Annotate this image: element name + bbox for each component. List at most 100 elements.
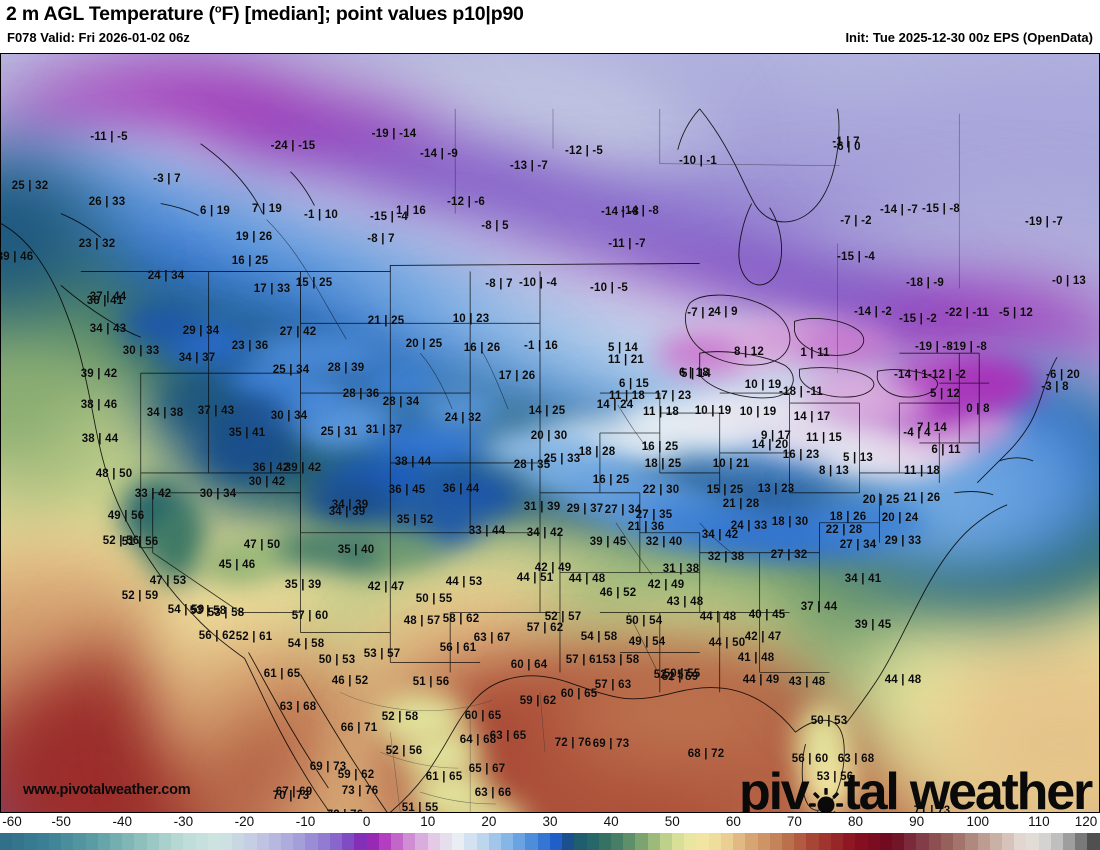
point-value-label: 18 | 25 (644, 458, 682, 470)
point-value-label: 36 | 45 (388, 484, 426, 496)
colorbar-segment (904, 833, 917, 850)
colorbar-segment (452, 833, 465, 850)
point-value-label: 50 | 53 (810, 715, 848, 727)
map-header: 2 m AGL Temperature (oF) [median]; point… (0, 0, 1100, 53)
point-value-label: -6 | 0 (833, 141, 861, 153)
colorbar-segment (415, 833, 428, 850)
point-value-label: -7 | -2 (840, 215, 872, 227)
colorbar-segment (158, 833, 172, 850)
point-value-label: 52 | 56 (385, 745, 423, 757)
colorbar-segment (879, 833, 892, 850)
colorbar-segment (977, 833, 990, 850)
point-value-label: 34 | 39 (328, 506, 366, 518)
point-value-label: 56 | 60 (791, 753, 829, 765)
point-value-label: 8 | 12 (734, 346, 764, 358)
brand-text-left: piv (739, 763, 810, 813)
point-value-label: 28 | 35 (513, 459, 551, 471)
point-value-label: 26 | 33 (88, 196, 126, 208)
colorbar-tick: 120 (1074, 814, 1098, 829)
point-value-label: 29 | 33 (884, 535, 922, 547)
valid-time-label: F078 Valid: Fri 2026-01-02 06z (7, 30, 190, 45)
colorbar-segment (562, 833, 575, 850)
point-value-label: 53 | 56 (816, 771, 854, 783)
point-value-label: 30 | 34 (270, 410, 308, 422)
point-value-label: 6 | 15 (619, 378, 649, 390)
colorbar-tick: 50 (664, 814, 680, 829)
point-value-label: 24 | 32 (444, 412, 482, 424)
colorbar-segment (1087, 833, 1100, 850)
point-value-label: -19 | -14 (371, 128, 417, 140)
point-value-label: 44 | 48 (699, 611, 737, 623)
colorbar-segment (794, 833, 807, 850)
page-title: 2 m AGL Temperature (oF) [median]; point… (6, 3, 524, 26)
point-value-label: 44 | 48 (568, 573, 606, 585)
point-value-label: 16 | 23 (782, 449, 820, 461)
temperature-map[interactable]: 25 | 32 26 | 33 -11 | -5 -3 | 7 6 | 19 7 | 19… (0, 53, 1100, 813)
point-value-label: 31 | 38 (662, 563, 700, 575)
point-value-label: 6 | 18 (679, 367, 709, 379)
point-value-label: 42 | 49 (534, 562, 572, 574)
point-value-label: 56 | 62 (198, 630, 236, 642)
colorbar-segment (1050, 833, 1064, 850)
point-value-label: 1 | 16 (396, 205, 426, 217)
colorbar-tick: 60 (725, 814, 741, 829)
point-value-label: 50 | 54 (625, 615, 663, 627)
colorbar-segment (391, 833, 404, 850)
point-value-label: 5 | 14 (608, 342, 638, 354)
point-value-label: 63 | 68 (837, 753, 875, 765)
point-value-label: 21 | 26 (903, 492, 941, 504)
point-value-label: 60 | 64 (510, 659, 548, 671)
point-value-label: 50 | 55 (415, 593, 453, 605)
colorbar-segment (488, 833, 501, 850)
colorbar-segment (85, 833, 98, 850)
point-value-label: 31 | 37 (365, 424, 403, 436)
colorbar[interactable]: -60 -50 -40 -30 -20 -10 0 10 20 30 40 50 60 70 80 90 100… (0, 813, 1100, 850)
point-value-label: 0 | 8 (966, 403, 990, 415)
point-value-label: 11 | 18 (904, 465, 940, 477)
colorbar-segment (219, 833, 233, 850)
point-value-label: 42 | 49 (647, 579, 685, 591)
point-value-label: 52 | 59 (121, 590, 159, 602)
colorbar-segment (672, 833, 685, 850)
point-value-label: 60 | 65 (560, 688, 598, 700)
point-value-label: 73 | 76 (341, 785, 379, 797)
point-value-label: 38 | 44 (394, 456, 432, 468)
point-value-label: 39 | 42 (284, 462, 322, 474)
point-value-label: 27 | 34 (604, 504, 642, 516)
colorbar-tick: 0 (362, 814, 371, 829)
point-value-label: 11 | 21 (608, 354, 644, 366)
point-value-label: 61 | 65 (425, 771, 463, 783)
point-value-label: 20 | 25 (862, 494, 900, 506)
point-value-label: 17 | 33 (253, 283, 291, 295)
point-value-label: 28 | 34 (382, 396, 420, 408)
point-value-label: 42 | 47 (744, 631, 782, 643)
point-value-label: 56 | 61 (439, 642, 477, 654)
colorbar-segment (403, 833, 416, 850)
point-value-label: 38 | 46 (80, 399, 118, 411)
point-value-label: 47 | 53 (149, 575, 187, 587)
point-value-label: -7 | 2 (687, 307, 715, 319)
colorbar-segment (855, 833, 868, 850)
title-rest: F) [median]; point values p10|p90 (221, 3, 524, 25)
point-value-label: 44 | 48 (884, 674, 922, 686)
point-value-label: 52 | 56 (102, 535, 140, 547)
point-value-label: 5 | 12 (930, 388, 960, 400)
point-value-label: 11 | 18 (609, 390, 645, 402)
colorbar-segment (329, 833, 343, 850)
colorbar-tick: -60 (2, 814, 22, 829)
colorbar-segment (574, 833, 587, 850)
point-value-label: 39 | 45 (854, 619, 892, 631)
point-value-label: 21 | 36 (627, 521, 665, 533)
point-value-label: 18 | 26 (829, 511, 867, 523)
colorbar-segment (953, 833, 966, 850)
point-value-label: 44 | 53 (445, 576, 483, 588)
point-value-label: 52 | 58 (381, 711, 419, 723)
point-value-label: 29 | 34 (182, 325, 220, 337)
point-value-label: -12 | -5 (564, 145, 604, 157)
point-value-label: 15 | 25 (706, 484, 744, 496)
point-value-label: -5 | 12 (998, 307, 1034, 319)
point-value-label: 34 | 43 (89, 323, 127, 335)
point-value-label: 63 | 66 (474, 787, 512, 799)
colorbar-segment (806, 833, 819, 850)
point-value-label: 35 | 40 (337, 544, 375, 556)
